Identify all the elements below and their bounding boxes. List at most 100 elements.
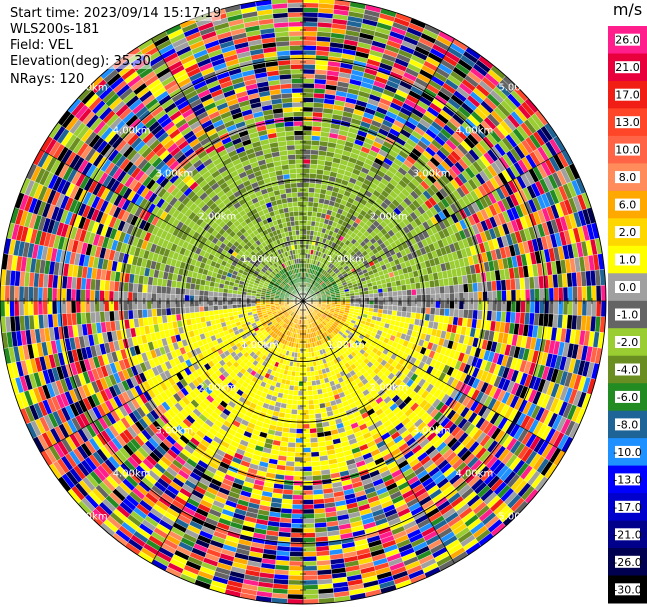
- range-gate: [309, 361, 314, 368]
- range-gate: [310, 154, 319, 160]
- range-gate: [302, 210, 308, 217]
- range-gate: [295, 442, 304, 448]
- range-gate: [310, 437, 318, 443]
- range-gate: [302, 182, 310, 188]
- range-gate: [381, 283, 388, 289]
- range-gate: [402, 300, 408, 307]
- range-gate: [434, 286, 441, 295]
- range-gate: [302, 551, 317, 557]
- range-gate: [595, 285, 602, 302]
- range-gate: [302, 527, 316, 534]
- range-gate: [288, 389, 294, 396]
- range-gate: [449, 292, 455, 302]
- range-gate: [302, 206, 309, 212]
- range-gate: [302, 447, 312, 453]
- range-gate: [506, 300, 512, 313]
- range-gate: [294, 452, 304, 458]
- range-gate: [288, 437, 296, 443]
- range-gate: [302, 220, 308, 226]
- range-gate: [307, 395, 314, 401]
- range-gate: [313, 102, 324, 109]
- range-gate: [468, 300, 474, 311]
- range-gate: [302, 560, 318, 567]
- range-gate: [558, 287, 564, 302]
- range-gate: [313, 403, 321, 410]
- range-gate: [302, 475, 313, 482]
- range-gate: [477, 300, 484, 311]
- range-gate: [289, 556, 304, 562]
- range-gate: [287, 442, 296, 448]
- range-gate: [302, 21, 318, 27]
- range-gate: [288, 565, 304, 572]
- range-gate: [302, 428, 311, 434]
- range-gate: [435, 293, 441, 302]
- range-gate: [302, 442, 311, 448]
- range-gate: [307, 390, 314, 396]
- range-gate: [302, 532, 316, 538]
- range-gate: [373, 300, 379, 306]
- range-gate: [435, 300, 441, 309]
- range-gate: [472, 309, 479, 320]
- range-gate: [290, 413, 298, 420]
- range-gate: [308, 192, 315, 198]
- range-gate: [302, 452, 312, 458]
- range-gate: [291, 399, 298, 406]
- range-gate: [373, 304, 379, 310]
- range-gate: [396, 285, 403, 292]
- range-gate: [290, 527, 304, 534]
- range-gate: [313, 197, 320, 203]
- range-gate: [312, 206, 318, 213]
- range-gate: [293, 380, 299, 387]
- range-gate: [387, 286, 393, 293]
- range-gate: [473, 291, 479, 302]
- range-gate: [302, 343, 306, 349]
- range-gate: [315, 173, 324, 180]
- range-gate: [364, 297, 370, 302]
- range-gate: [306, 371, 312, 377]
- range-gate: [302, 437, 311, 444]
- range-gate: [411, 306, 417, 314]
- range-gate: [309, 432, 318, 439]
- range-gate: [287, 593, 304, 600]
- range-gate: [581, 285, 588, 302]
- range-gate: [448, 285, 455, 294]
- range-gate: [286, 456, 295, 462]
- range-gate: [397, 290, 403, 297]
- range-gate: [444, 308, 450, 317]
- range-gate: [306, 229, 311, 236]
- range-gate: [291, 518, 304, 524]
- range-gate: [302, 400, 309, 406]
- range-gate: [444, 293, 450, 302]
- range-gate: [309, 423, 317, 429]
- range-gate: [302, 494, 314, 500]
- range-gate: [425, 294, 431, 302]
- range-gate: [354, 294, 360, 299]
- range-gate: [287, 579, 304, 586]
- range-gate: [553, 287, 559, 302]
- range-gate: [448, 308, 455, 317]
- range-gate: [285, 465, 295, 472]
- range-gate: [429, 286, 436, 295]
- range-gate: [311, 140, 320, 146]
- range-gate: [350, 300, 356, 304]
- range-gate: [463, 292, 469, 302]
- range-gate: [302, 64, 316, 70]
- range-gate: [391, 286, 398, 292]
- range-gate: [444, 285, 450, 294]
- range-gate: [302, 456, 312, 463]
- range-gate: [458, 309, 464, 318]
- range-gate: [310, 370, 315, 377]
- range-gate: [567, 300, 574, 316]
- range-gate: [405, 311, 412, 319]
- range-gate: [405, 283, 412, 291]
- range-gate: [285, 460, 295, 467]
- range-gate: [462, 309, 469, 319]
- range-gate: [315, 379, 321, 386]
- velocity-sweep: [0, 0, 607, 605]
- range-gate: [299, 362, 304, 368]
- range-gate: [311, 385, 318, 391]
- range-gate: [496, 300, 502, 312]
- range-gate: [302, 546, 317, 553]
- range-gate: [302, 2, 319, 9]
